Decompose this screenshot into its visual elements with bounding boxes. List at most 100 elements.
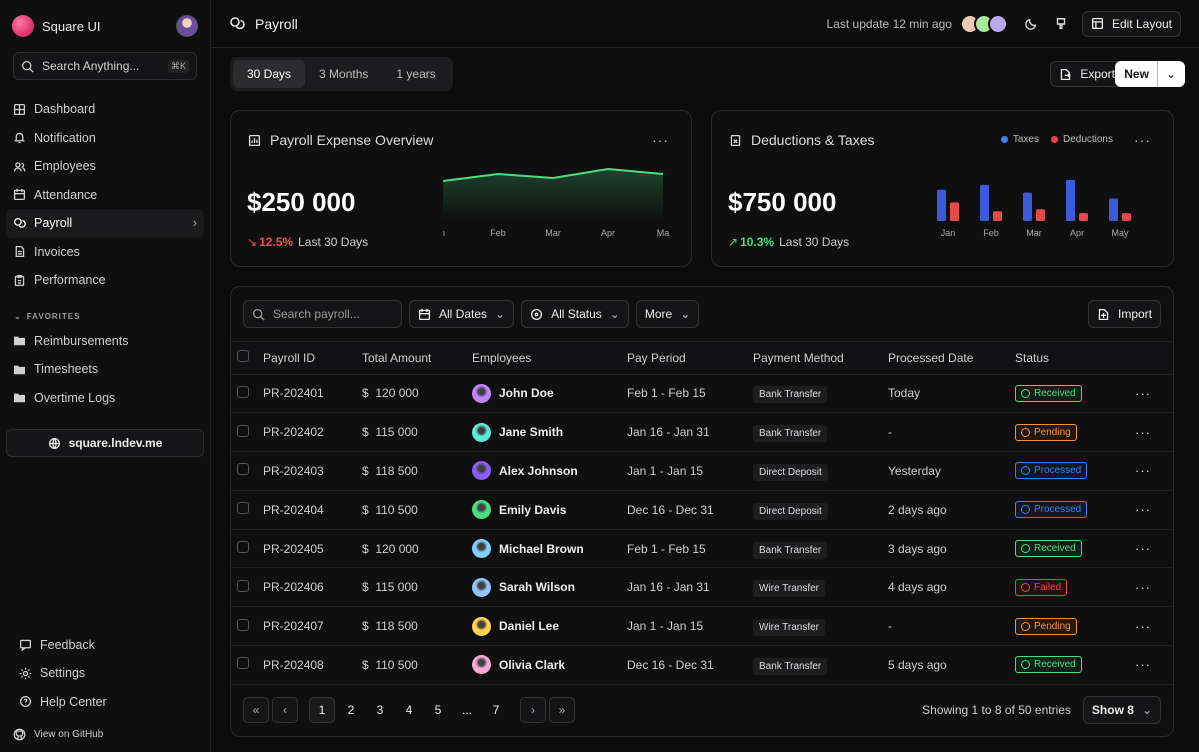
- table-row[interactable]: PR-202401 $ 120 000 John Doe Feb 1 - Feb 15…: [231, 374, 1173, 414]
- sidebar-item-feedback[interactable]: Feedback: [6, 631, 204, 660]
- sidebar-item-invoices[interactable]: Invoices: [6, 238, 204, 267]
- table-row[interactable]: PR-202403 $ 118 500 Alex Johnson Jan 1 - Ja…: [231, 451, 1173, 491]
- payment-method-cell: Bank Transfer: [753, 374, 888, 414]
- more-icon[interactable]: ···: [1135, 463, 1151, 479]
- status-icon: [1021, 388, 1030, 398]
- row-checkbox[interactable]: [237, 579, 249, 592]
- favorites-list: Reimbursements Timesheets Overtime Logs: [6, 327, 204, 413]
- import-button[interactable]: Import: [1087, 300, 1161, 328]
- sidebar-item-performance[interactable]: Performance: [6, 266, 204, 295]
- pay-period: Dec 16 - Dec 31: [627, 645, 753, 685]
- sidebar-item-payroll[interactable]: Payroll ›: [6, 209, 204, 238]
- row-actions[interactable]: ···: [1135, 490, 1173, 530]
- row-checkbox[interactable]: [237, 541, 249, 554]
- page-button[interactable]: 3: [376, 703, 384, 717]
- pay-period: Jan 1 - Jan 15: [627, 451, 753, 491]
- table-row[interactable]: PR-202402 $ 115 000 Jane Smith Jan 16 - Jan…: [231, 412, 1173, 453]
- sidebar-item-employees[interactable]: Employees: [6, 152, 204, 181]
- column-header[interactable]: Pay Period: [627, 342, 753, 375]
- page-button[interactable]: 2: [347, 703, 355, 717]
- table-row[interactable]: PR-202406 $ 115 000 Sarah Wilson Jan 16 - J…: [231, 567, 1173, 608]
- favorite-item[interactable]: Timesheets: [6, 355, 204, 384]
- column-header[interactable]: Payroll ID: [263, 342, 362, 375]
- row-checkbox[interactable]: [237, 463, 249, 476]
- column-header[interactable]: Payment Method: [753, 342, 888, 375]
- row-checkbox[interactable]: [237, 385, 249, 398]
- sidebar-bottom: Feedback Settings Help Center View on GitH…: [6, 631, 204, 752]
- row-actions[interactable]: ···: [1135, 606, 1173, 647]
- folder-icon: [13, 391, 26, 404]
- github-link[interactable]: View on GitHub: [6, 716, 204, 752]
- row-actions[interactable]: ···: [1135, 529, 1173, 569]
- more-filter[interactable]: More ⌄: [635, 300, 700, 328]
- more-icon[interactable]: ···: [1135, 579, 1151, 595]
- tab-30-days[interactable]: 30 Days: [233, 60, 306, 88]
- sidebar-item-help-center[interactable]: Help Center: [6, 688, 204, 717]
- payment-method-badge: Direct Deposit: [753, 463, 828, 481]
- payroll-search-input[interactable]: Search payroll...: [243, 300, 402, 328]
- status-filter[interactable]: All Status ⌄: [521, 300, 629, 328]
- row-checkbox[interactable]: [237, 424, 249, 437]
- column-header[interactable]: Employees: [472, 342, 627, 375]
- row-actions[interactable]: ···: [1135, 412, 1173, 453]
- favorite-item[interactable]: Reimbursements: [6, 327, 204, 356]
- more-icon[interactable]: ···: [652, 132, 669, 148]
- page-size-select[interactable]: Show 8 ⌄: [1082, 696, 1161, 724]
- more-icon[interactable]: ···: [1135, 502, 1151, 518]
- more-icon[interactable]: ···: [1135, 541, 1151, 557]
- page-button[interactable]: 7: [492, 703, 500, 717]
- brand-logo[interactable]: [12, 15, 34, 37]
- table-row[interactable]: PR-202407 $ 118 500 Daniel Lee Jan 1 - Jan …: [231, 606, 1173, 647]
- employee-cell: Daniel Lee: [472, 606, 627, 647]
- moon-icon[interactable]: [1024, 17, 1038, 31]
- select-all-checkbox[interactable]: [237, 350, 249, 363]
- page-button[interactable]: 4: [405, 703, 413, 717]
- first-page-button[interactable]: «: [243, 697, 269, 723]
- page-button[interactable]: 1: [309, 697, 335, 723]
- dates-filter[interactable]: All Dates ⌄: [409, 300, 515, 328]
- row-checkbox[interactable]: [237, 618, 249, 631]
- showing-entries: Showing 1 to 8 of 50 entries: [922, 703, 1071, 717]
- more-icon[interactable]: ···: [1135, 424, 1151, 440]
- tab-1-years[interactable]: 1 years: [396, 67, 436, 81]
- row-actions[interactable]: ···: [1135, 567, 1173, 608]
- sidebar-item-attendance[interactable]: Attendance: [6, 181, 204, 210]
- export-button[interactable]: Export: [1050, 61, 1124, 87]
- new-button[interactable]: New ⌄: [1115, 61, 1185, 87]
- column-header[interactable]: Processed Date: [888, 342, 1015, 375]
- theme-icon[interactable]: [1054, 17, 1068, 31]
- row-actions[interactable]: ···: [1135, 645, 1173, 685]
- sidebar-item-dashboard[interactable]: Dashboard: [6, 95, 204, 124]
- github-icon: [13, 728, 26, 741]
- row-checkbox[interactable]: [237, 502, 249, 515]
- user-avatar[interactable]: [176, 15, 198, 37]
- more-icon[interactable]: ···: [1134, 132, 1151, 148]
- site-link-button[interactable]: square.lndev.me: [6, 429, 204, 457]
- table-row[interactable]: PR-202408 $ 110 500 Olivia Clark Dec 16 - D…: [231, 645, 1173, 685]
- sidebar-search[interactable]: Search Anything... ⌘K: [13, 52, 197, 80]
- table-row[interactable]: PR-202405 $ 120 000 Michael Brown Feb 1 - F…: [231, 529, 1173, 569]
- sidebar-item-notification[interactable]: Notification: [6, 124, 204, 153]
- column-header[interactable]: Status: [1015, 342, 1135, 375]
- favorites-header[interactable]: ⌄ FAVORITES: [14, 311, 81, 321]
- more-icon[interactable]: ···: [1135, 385, 1151, 401]
- last-page-button[interactable]: »: [549, 697, 575, 723]
- table-row[interactable]: PR-202404 $ 110 500 Emily Davis Dec 16 - De…: [231, 490, 1173, 530]
- legend-taxes-dot: [1000, 136, 1008, 143]
- row-actions[interactable]: ···: [1135, 374, 1173, 414]
- chevron-down-icon[interactable]: ⌄: [1156, 61, 1184, 87]
- tab-3-months[interactable]: 3 Months: [319, 67, 369, 81]
- page-button[interactable]: 5: [434, 703, 442, 717]
- edit-layout-button[interactable]: Edit Layout: [1081, 10, 1181, 37]
- favorite-item[interactable]: Overtime Logs: [6, 384, 204, 413]
- row-actions[interactable]: ···: [1135, 451, 1173, 491]
- column-header[interactable]: Total Amount: [362, 342, 472, 375]
- pay-period: Jan 1 - Jan 15: [627, 606, 753, 647]
- more-icon[interactable]: ···: [1135, 618, 1151, 634]
- row-checkbox[interactable]: [237, 657, 249, 670]
- collaborator-avatars[interactable]: [959, 13, 1008, 34]
- more-icon[interactable]: ···: [1135, 657, 1151, 673]
- next-page-button[interactable]: ›: [520, 697, 546, 723]
- prev-page-button[interactable]: ‹: [272, 697, 298, 723]
- sidebar-item-settings[interactable]: Settings: [6, 659, 204, 688]
